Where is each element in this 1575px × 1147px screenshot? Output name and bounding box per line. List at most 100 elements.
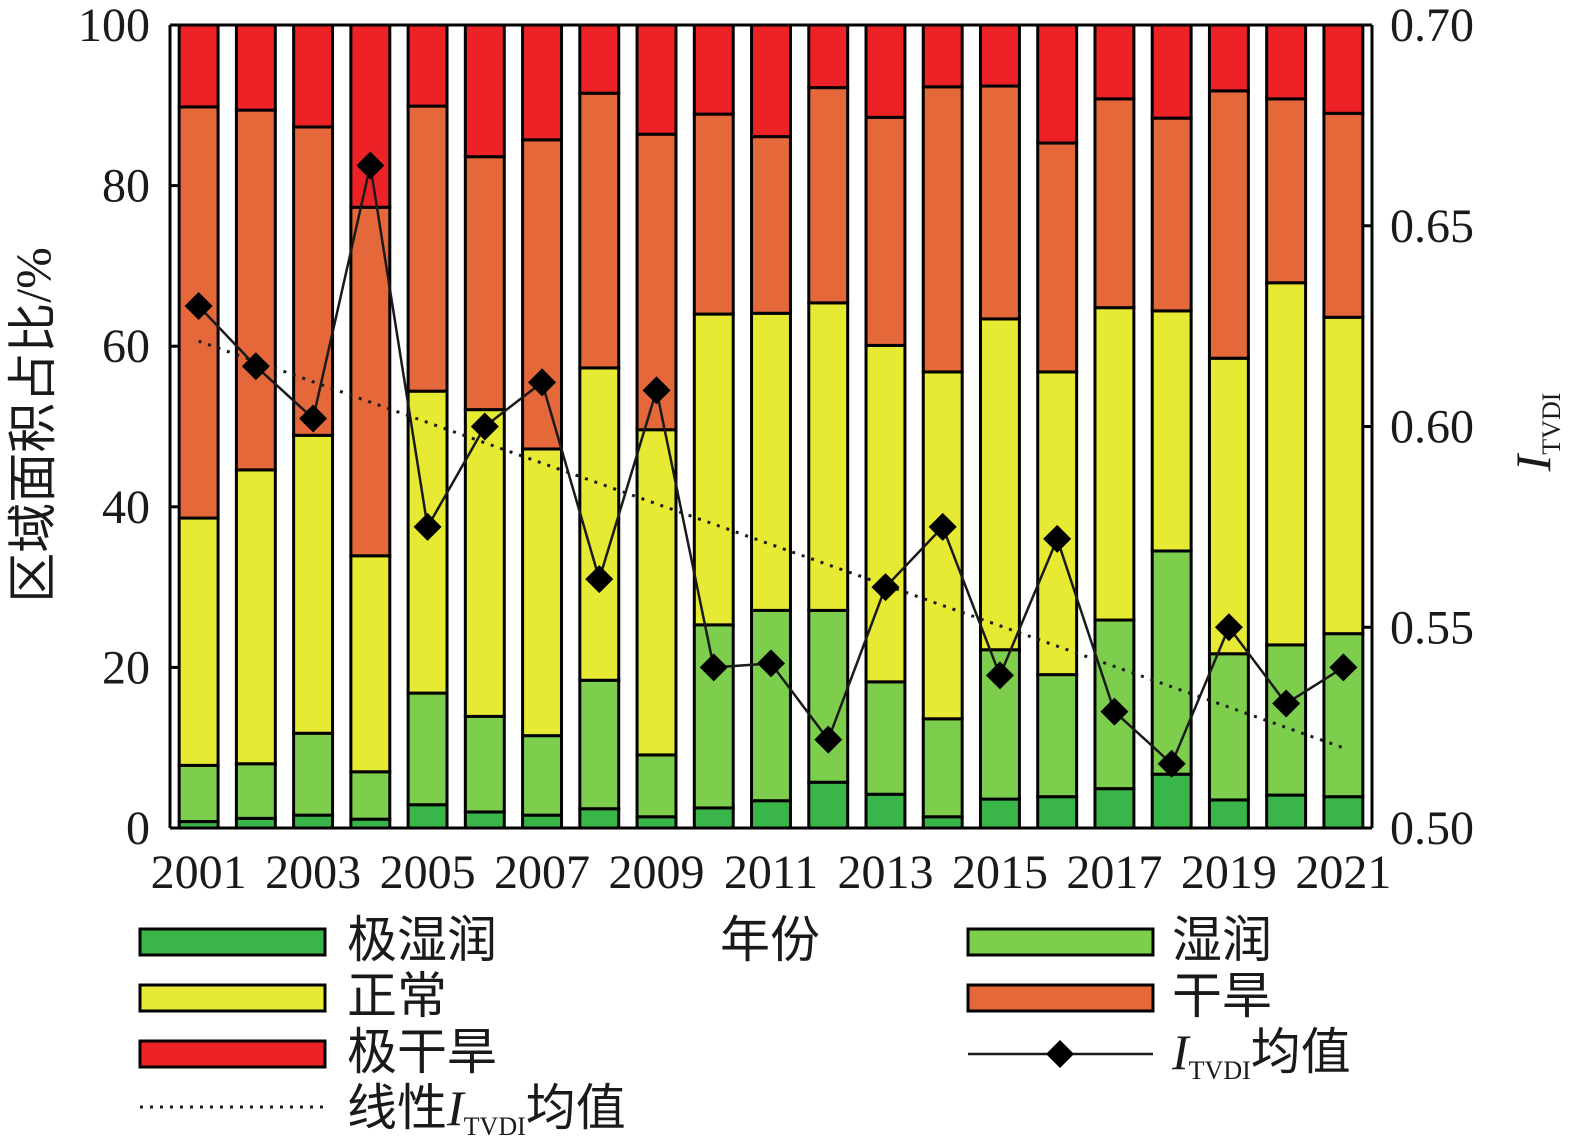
legend-item-drought: 干旱: [966, 968, 1272, 1024]
tvdi-marker-2008: [585, 565, 614, 594]
bar-segment-2014-drought: [921, 85, 964, 374]
bar-segment-2013-extreme-drought: [864, 23, 907, 119]
bar-segment-2009-wet: [635, 753, 678, 819]
bar-segment-2009-normal: [635, 428, 678, 757]
x-tick-label: 2013: [837, 846, 933, 899]
bar-segment-2021-normal: [1322, 315, 1365, 636]
left-y-ticks: 0 20 40 60 80 100: [78, 0, 180, 855]
y2-axis-label-subscript: TVDI: [1537, 393, 1566, 455]
bar-segment-2019-drought: [1207, 89, 1250, 360]
tvdi-marker-2012: [814, 725, 843, 754]
x-tick-label: 2007: [494, 846, 590, 899]
bar-segment-2018-extremely-wet: [1150, 772, 1193, 830]
y-axis-label: 区域面积占比/%: [5, 247, 61, 603]
left-y-tick-label: 60: [102, 320, 150, 373]
bar-segment-2014-extreme-drought: [921, 23, 964, 89]
tvdi-marker-2018: [1157, 749, 1186, 778]
bar-segment-2002-extreme-drought: [234, 23, 277, 112]
tvdi-marker-2009: [642, 376, 671, 405]
x-ticks: 2001 2003 2005 2007 2009 2011 2013 2015 2017 2019…: [151, 846, 1392, 899]
bar-segment-2012-normal: [807, 301, 850, 612]
tvdi-marker-2020: [1272, 689, 1301, 718]
right-y-tick-label: 0.65: [1390, 200, 1474, 253]
tvdi-marker-2006: [470, 412, 499, 441]
bar-segment-2008-normal: [578, 366, 621, 682]
bar-segment-2020-extreme-drought: [1265, 23, 1308, 101]
right-y-tick-label: 0.50: [1390, 802, 1474, 855]
bar-segment-2001-extreme-drought: [177, 23, 220, 109]
bar-segment-2004-drought: [349, 205, 392, 558]
legend-item-extremely-wet: 极湿润: [138, 912, 497, 968]
legend-swatch-drought: [966, 983, 1155, 1013]
legend-item-wet: 湿润: [966, 912, 1272, 968]
right-y-ticks: 0.50 0.55 0.60 0.65 0.70: [1362, 0, 1474, 855]
legend-swatch-extremely-wet: [138, 927, 327, 957]
legend-label-tvdi-suffix: 均值: [1251, 1024, 1351, 1080]
bar-segment-2012-extremely-wet: [807, 780, 850, 830]
bar-segment-2011-normal: [750, 311, 792, 612]
bar-segment-2018-normal: [1150, 309, 1193, 553]
bar-segment-2006-drought: [463, 155, 506, 412]
bar-segment-2018-wet: [1150, 549, 1193, 776]
right-y-tick-label: 0.70: [1390, 0, 1474, 52]
bar-segment-2017-extreme-drought: [1093, 23, 1136, 101]
tvdi-marker-2017: [1100, 697, 1129, 726]
legend-item-extreme-drought: 极干旱: [138, 1024, 497, 1080]
bar-segment-2021-extremely-wet: [1322, 795, 1365, 830]
bar-segment-2015-normal: [978, 317, 1021, 652]
legend-label-wet: 湿润: [1172, 912, 1272, 968]
bar-segment-2015-extremely-wet: [978, 797, 1021, 830]
x-tick-label: 2011: [724, 846, 818, 899]
bar-segment-2020-wet: [1265, 643, 1308, 797]
x-tick-label: 2005: [380, 846, 476, 899]
bar-segment-2016-extreme-drought: [1036, 23, 1079, 145]
legend-swatch-tvdi-marker: [1046, 1040, 1074, 1068]
bar-segment-2002-wet: [234, 762, 277, 820]
bar-segment-2007-drought: [521, 138, 564, 451]
bar-segment-2013-normal: [864, 343, 907, 684]
legend-label-normal: 正常: [347, 968, 447, 1024]
legend-item-linear-tvdi-mean: 线性ITVDI均值: [140, 1080, 626, 1141]
bar-segment-2016-wet: [1036, 673, 1079, 799]
legend-swatch-extreme-drought: [138, 1039, 327, 1069]
bar-segment-2008-wet: [578, 678, 621, 811]
tvdi-marker-2010: [699, 653, 728, 682]
bar-segment-2007-wet: [521, 734, 564, 817]
bar-segment-2017-drought: [1093, 97, 1136, 310]
legend-label-trend-prefix: 线性: [347, 1080, 447, 1136]
right-y-tick-label: 0.55: [1390, 601, 1474, 654]
bar-segment-2004-wet: [349, 770, 392, 821]
tvdi-marker-2015: [985, 661, 1014, 690]
tvdi-marker-2002: [241, 352, 270, 381]
bar-segment-2006-wet: [463, 714, 506, 814]
tvdi-marker-2001: [184, 292, 213, 321]
tvdi-line-group: [184, 151, 1358, 778]
bar-segment-2011-wet: [750, 608, 792, 803]
bar-segment-2006-extremely-wet: [463, 810, 506, 830]
bar-segment-2003-normal: [292, 433, 335, 735]
bar-segment-2011-extremely-wet: [750, 799, 792, 830]
bar-segment-2016-drought: [1036, 141, 1079, 374]
x-tick-label: 2021: [1295, 846, 1391, 899]
bar-segment-2008-extreme-drought: [578, 23, 621, 95]
bar-segment-2013-wet: [864, 680, 907, 796]
bar-segment-2019-extremely-wet: [1207, 798, 1250, 830]
left-y-tick-label: 20: [102, 641, 150, 694]
bar-segment-2017-normal: [1093, 306, 1136, 622]
tvdi-marker-2007: [528, 368, 557, 397]
legend-label-extreme-drought: 极干旱: [347, 1024, 497, 1080]
bar-segment-2011-extreme-drought: [750, 23, 792, 139]
y2-axis-label-symbol: I: [1505, 452, 1561, 472]
bar-segment-2001-normal: [177, 516, 220, 767]
tvdi-marker-2019: [1214, 613, 1243, 642]
bar-segment-2007-extreme-drought: [521, 23, 564, 142]
tvdi-linear-trend-line: [198, 339, 1344, 750]
bar-segment-2002-normal: [234, 468, 277, 766]
bar-segment-2020-extremely-wet: [1265, 793, 1308, 830]
left-y-tick-label: 80: [102, 160, 150, 213]
bar-segment-2003-wet: [292, 731, 335, 817]
bar-segment-2011-drought: [750, 135, 792, 315]
legend-label-drought: 干旱: [1172, 968, 1272, 1024]
bar-segment-2002-drought: [234, 108, 277, 472]
bar-segment-2007-extremely-wet: [521, 813, 564, 830]
